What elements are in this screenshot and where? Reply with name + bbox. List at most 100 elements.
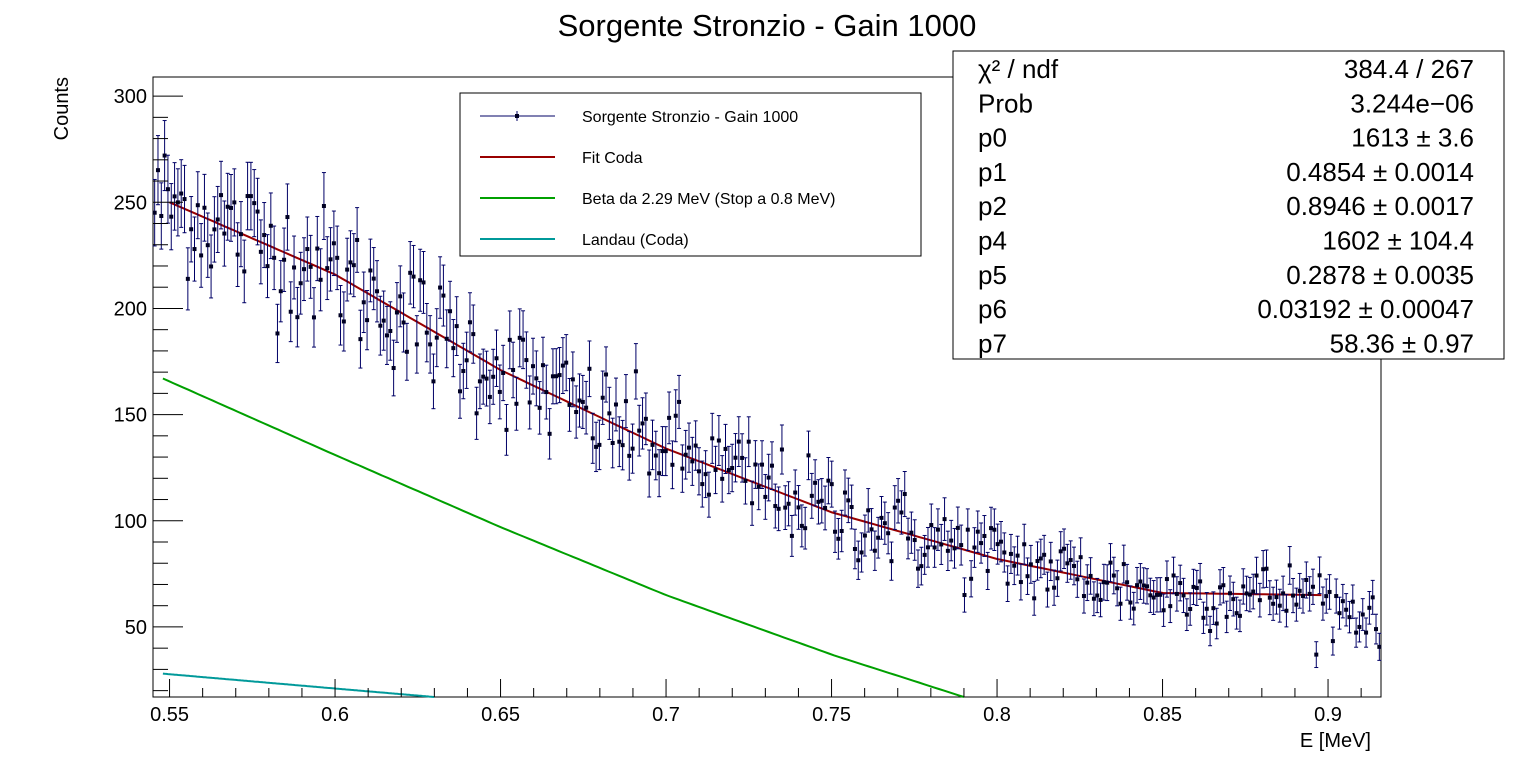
point-marker	[1294, 602, 1299, 607]
data-point	[769, 441, 774, 490]
point-marker	[1168, 604, 1173, 609]
data-point	[1115, 570, 1120, 607]
data-point	[212, 196, 217, 263]
data-point	[185, 247, 190, 311]
data-point	[285, 183, 290, 251]
point-marker	[540, 363, 545, 368]
data-point	[607, 386, 612, 440]
data-point	[451, 319, 456, 378]
data-point	[404, 322, 409, 381]
point-marker	[975, 529, 980, 534]
point-marker	[1042, 552, 1047, 557]
data-point	[650, 419, 655, 471]
legend-label: Sorgente Stronzio - Gain 1000	[582, 109, 798, 126]
point-marker	[657, 471, 662, 476]
data-point	[1374, 613, 1379, 645]
point-marker	[1261, 567, 1266, 572]
data-point	[965, 508, 970, 551]
point-marker	[268, 223, 273, 228]
point-marker	[1360, 612, 1365, 617]
point-marker	[1324, 594, 1329, 599]
data-point	[859, 532, 864, 573]
data-point	[1370, 579, 1375, 615]
data-point	[1072, 546, 1076, 586]
point-marker	[1234, 611, 1239, 616]
point-marker	[325, 266, 330, 271]
point-marker	[909, 530, 914, 535]
data-point	[531, 337, 536, 395]
point-marker	[1115, 586, 1120, 591]
point-marker	[876, 535, 881, 540]
data-point	[852, 528, 857, 570]
point-marker	[295, 315, 300, 320]
point-marker	[398, 294, 403, 299]
data-point	[391, 339, 396, 397]
point-marker	[1201, 615, 1206, 620]
point-marker	[351, 263, 356, 268]
y-tick-label: 50	[125, 617, 147, 639]
data-point	[338, 284, 343, 346]
data-point	[677, 374, 682, 429]
point-marker	[1211, 606, 1216, 611]
x-tick-label: 0.55	[150, 704, 189, 726]
data-point	[255, 177, 260, 246]
stats-frame	[952, 50, 1505, 360]
data-point	[1277, 588, 1282, 623]
data-point	[1032, 580, 1037, 616]
data-point	[318, 248, 323, 312]
point-marker	[1191, 584, 1196, 589]
point-marker	[348, 260, 353, 265]
data-point	[839, 509, 844, 553]
point-marker	[1045, 587, 1050, 592]
point-marker	[696, 469, 701, 474]
data-point	[842, 469, 847, 516]
data-point	[617, 416, 622, 468]
point-marker	[209, 264, 214, 269]
data-point	[1058, 531, 1063, 572]
point-marker	[995, 542, 1000, 547]
point-marker	[421, 280, 426, 285]
data-point	[1304, 561, 1309, 599]
point-marker	[1227, 591, 1232, 596]
data-point	[1314, 641, 1319, 669]
point-marker	[1038, 556, 1043, 561]
data-point	[497, 364, 502, 420]
data-point	[1005, 565, 1010, 602]
data-point	[431, 353, 436, 410]
data-point	[521, 310, 526, 370]
data-point	[275, 303, 280, 364]
data-point	[461, 342, 466, 400]
point-marker	[633, 369, 638, 374]
data-point	[1377, 632, 1382, 661]
data-point	[484, 350, 489, 407]
data-point	[288, 281, 293, 343]
data-point	[637, 404, 642, 457]
data-point	[1360, 598, 1365, 631]
point-marker	[547, 431, 552, 436]
data-point	[750, 480, 755, 526]
data-point	[355, 207, 360, 273]
data-point	[368, 238, 373, 303]
point-marker	[899, 510, 904, 515]
data-point	[1095, 577, 1100, 614]
data-point	[813, 459, 818, 507]
point-marker	[504, 427, 509, 432]
point-marker	[242, 269, 247, 274]
data-point	[1324, 578, 1329, 614]
point-marker	[1164, 577, 1169, 582]
point-marker	[424, 330, 429, 335]
data-point	[1174, 576, 1179, 612]
point-marker	[1151, 595, 1156, 600]
data-point	[182, 164, 187, 234]
point-marker	[1048, 559, 1053, 564]
x-tick-label: 0.6	[321, 704, 349, 726]
point-marker	[823, 505, 828, 510]
data-point	[331, 210, 336, 277]
data-point	[1161, 593, 1166, 627]
data-point	[1075, 560, 1080, 598]
point-marker	[1251, 589, 1256, 594]
point-marker	[1347, 615, 1352, 620]
point-marker	[1091, 596, 1096, 601]
data-point	[219, 160, 224, 230]
point-marker	[1267, 595, 1272, 600]
